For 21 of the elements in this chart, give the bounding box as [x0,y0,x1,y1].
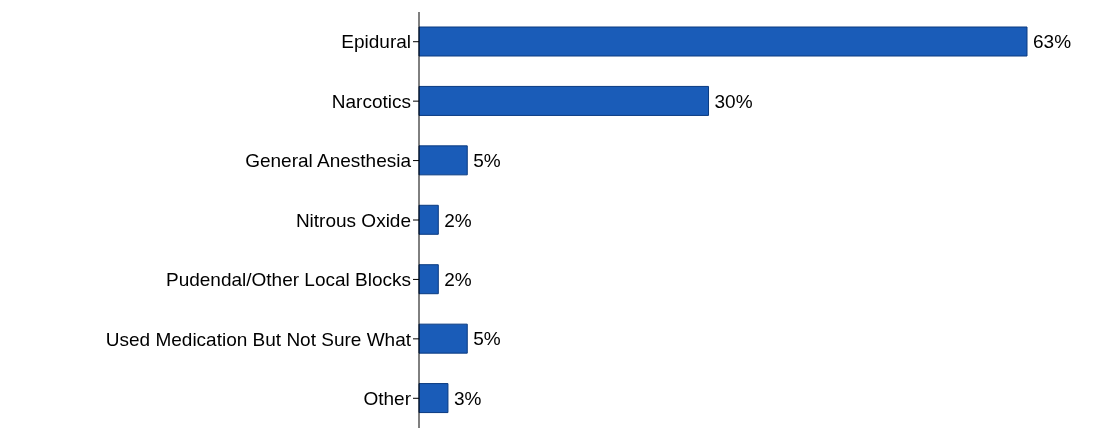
y-tick-label: Nitrous Oxide [295,209,411,231]
bar [418,264,439,295]
data-label: 5% [473,328,501,350]
data-label: 2% [444,268,472,290]
data-label: 63% [1033,31,1072,53]
bar [418,204,439,235]
data-label: 5% [473,150,501,172]
y-tick-label: General Anesthesia [245,150,412,172]
bar [418,26,1028,57]
bar [418,383,449,414]
data-label: 30% [714,90,753,112]
bar [418,323,468,354]
y-tick-label: Other [363,388,412,410]
y-tick-label: Epidural [341,31,411,53]
y-tick-label: Narcotics [331,90,411,112]
y-tick-label: Pudendal/Other Local Blocks [165,269,411,291]
bar [418,85,710,116]
data-label: 2% [444,209,472,231]
y-tick-label: Used Medication But Not Sure What [105,328,412,350]
bar [418,145,468,176]
data-label: 3% [453,387,482,409]
